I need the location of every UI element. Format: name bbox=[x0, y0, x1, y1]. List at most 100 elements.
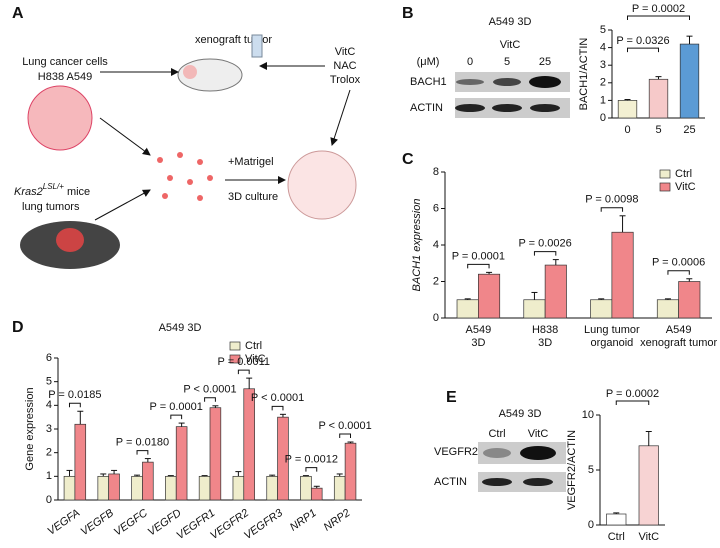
error-bar bbox=[167, 475, 174, 477]
bar bbox=[175, 426, 188, 501]
label: 3D culture bbox=[228, 191, 278, 203]
panel-label: E bbox=[446, 389, 457, 406]
bar bbox=[344, 442, 357, 501]
blot-e: A549 3D Ctrl VitC VEGFR2 ACTIN bbox=[434, 408, 566, 492]
error-bar bbox=[100, 473, 107, 477]
label: VEGFR2 bbox=[434, 446, 478, 458]
p-value: P < 0.0001 bbox=[183, 384, 236, 396]
p-value: P = 0.0006 bbox=[652, 257, 705, 269]
error-bar bbox=[336, 473, 343, 477]
x-tick-label: 0 bbox=[624, 124, 630, 136]
error-bar bbox=[302, 475, 309, 477]
p-value: P = 0.0012 bbox=[285, 454, 338, 466]
bar bbox=[310, 487, 323, 501]
arrow bbox=[330, 89, 351, 146]
bracket bbox=[339, 433, 352, 439]
label: VitC bbox=[528, 428, 549, 440]
y-tick-label: 5 bbox=[46, 376, 52, 388]
bar bbox=[131, 475, 143, 501]
legend-label: Ctrl bbox=[245, 340, 262, 352]
error-bar bbox=[144, 458, 151, 463]
error-bar bbox=[246, 377, 253, 389]
x-tick-label: VEGFR3 bbox=[242, 507, 286, 543]
error-bar bbox=[486, 271, 493, 275]
bracket bbox=[237, 369, 250, 375]
error-bar bbox=[111, 469, 118, 474]
bar bbox=[300, 475, 312, 501]
error-bar bbox=[77, 410, 84, 425]
band bbox=[520, 446, 556, 460]
label: +Matrigel bbox=[228, 156, 274, 168]
band bbox=[492, 104, 522, 112]
band bbox=[456, 79, 484, 85]
error-bar bbox=[134, 474, 141, 477]
bar bbox=[209, 407, 222, 501]
label: NAC bbox=[333, 60, 356, 72]
bar bbox=[74, 423, 87, 501]
label: 5 bbox=[504, 56, 510, 68]
p-value: P = 0.0001 bbox=[150, 401, 203, 413]
x-tick-label-line: H838 bbox=[532, 324, 558, 336]
x-tick-label: VEGFA bbox=[46, 507, 83, 538]
label: Trolox bbox=[330, 74, 361, 86]
bracket bbox=[271, 405, 284, 411]
y-tick-label: 0 bbox=[600, 112, 606, 124]
bracket bbox=[600, 207, 624, 212]
p-value: P = 0.0001 bbox=[452, 250, 505, 262]
error-bar bbox=[655, 76, 662, 80]
band bbox=[530, 104, 560, 112]
error-bar bbox=[212, 405, 219, 408]
label: VitC bbox=[335, 46, 356, 58]
label: BACH1 bbox=[410, 76, 447, 88]
error-bar bbox=[313, 485, 320, 489]
label: Lung cancer cells bbox=[22, 56, 108, 68]
error-bar bbox=[201, 475, 208, 477]
x-tick-label: 5 bbox=[655, 124, 661, 136]
p-value: P < 0.0001 bbox=[251, 392, 304, 404]
x-tick-label-line: Lung tumor bbox=[584, 324, 640, 336]
error-bar bbox=[686, 35, 693, 45]
error-bar bbox=[269, 474, 276, 477]
x-tick-label: H838 3D bbox=[532, 324, 558, 349]
y-tick-label: 1 bbox=[46, 470, 52, 482]
y-axis-label: BACH1 expression bbox=[411, 199, 423, 292]
y-tick-label: 0 bbox=[588, 519, 594, 531]
cell-cluster bbox=[157, 152, 213, 201]
error-bar bbox=[645, 431, 652, 446]
arrow bbox=[99, 117, 151, 156]
x-tick-label: Lung tumor organoid bbox=[584, 324, 640, 349]
label: mice bbox=[64, 186, 90, 198]
y-tick-label: 2 bbox=[46, 447, 52, 459]
y-tick-label: 4 bbox=[433, 239, 439, 251]
legend-swatch bbox=[659, 182, 671, 192]
error-bar bbox=[624, 99, 631, 101]
error-bar bbox=[598, 298, 605, 300]
p-value: P = 0.0185 bbox=[48, 389, 101, 401]
x-tick-label: NRP1 bbox=[288, 507, 319, 534]
error-bar bbox=[531, 291, 538, 300]
x-tick-label-line: 3D bbox=[538, 337, 552, 349]
bar bbox=[198, 475, 211, 501]
y-tick-label: 4 bbox=[46, 399, 52, 411]
y-tick-label: 5 bbox=[600, 24, 606, 36]
bar bbox=[611, 231, 634, 319]
band bbox=[529, 76, 561, 88]
label: Ctrl bbox=[488, 428, 505, 440]
legend-swatch bbox=[659, 169, 671, 179]
label: Kras2LSL/+ mice bbox=[14, 182, 90, 198]
blot-b: A549 3D VitC (μM) 0 5 25 BACH1 ACTIN bbox=[410, 16, 570, 118]
p-value: P = 0.0026 bbox=[518, 238, 571, 250]
error-bar bbox=[686, 278, 693, 282]
bar bbox=[544, 264, 567, 319]
error-bar bbox=[279, 413, 286, 418]
bracket bbox=[136, 450, 149, 455]
x-tick-label-line: organoid bbox=[590, 337, 633, 349]
bracket bbox=[305, 467, 318, 472]
panel-label: A bbox=[12, 5, 24, 22]
bar bbox=[97, 475, 110, 501]
bar bbox=[678, 281, 701, 319]
label: ACTIN bbox=[410, 102, 443, 114]
band bbox=[493, 78, 521, 86]
bar bbox=[165, 475, 177, 501]
bracket bbox=[533, 251, 557, 256]
